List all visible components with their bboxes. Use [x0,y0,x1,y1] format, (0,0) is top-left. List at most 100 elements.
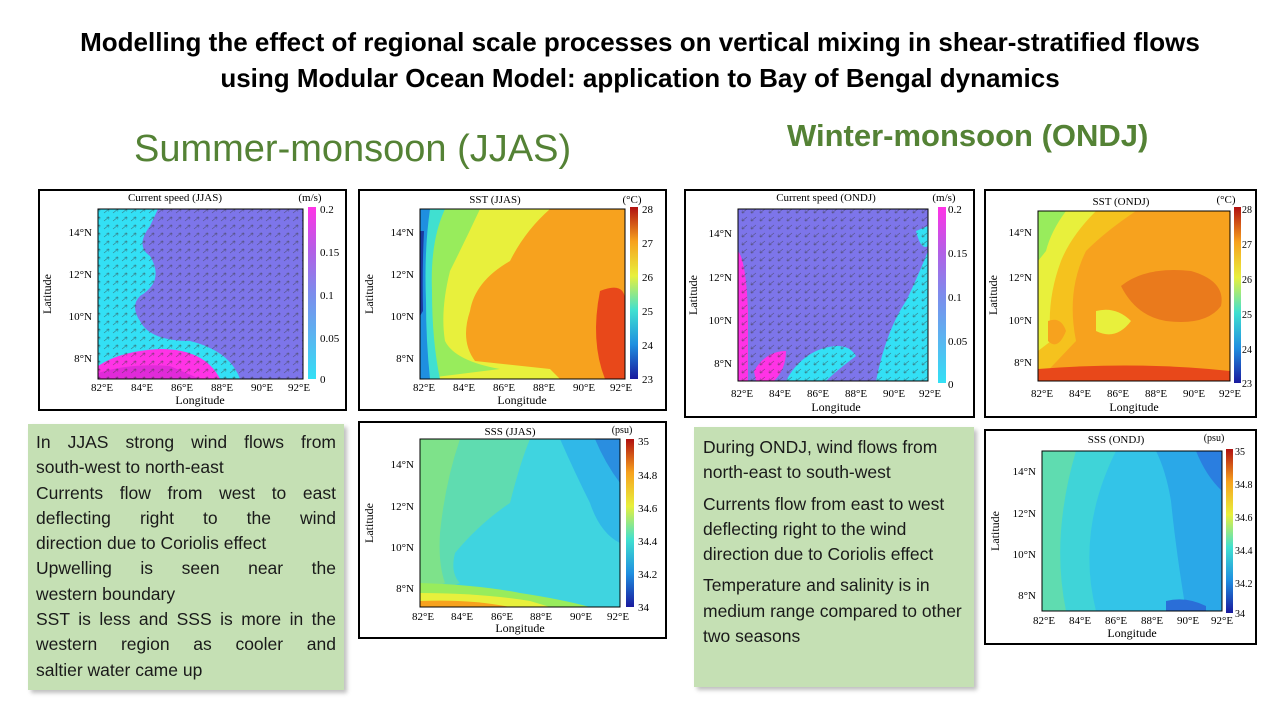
svg-text:0.05: 0.05 [320,333,340,345]
svg-text:34: 34 [1235,609,1245,620]
svg-text:88°E: 88°E [530,611,552,623]
svg-text:34.6: 34.6 [1235,513,1253,524]
winter-heading: Winter-monsoon (ONDJ) [787,118,1149,153]
sst-jjas-xlabel: Longitude [497,393,546,407]
svg-text:35: 35 [1235,447,1245,458]
current-jjas-ylabel: Latitude [40,274,54,314]
svg-text:84°E: 84°E [769,388,791,400]
svg-text:90°E: 90°E [573,382,595,394]
svg-text:34.4: 34.4 [638,536,658,548]
svg-text:24: 24 [1242,345,1252,356]
svg-text:25: 25 [642,306,654,318]
sss-ondj-cbar-ticks: 35 34.8 34.6 34.4 34.2 34 [1235,447,1253,620]
sst-ondj-unit: (°C) [1216,194,1235,206]
svg-text:88°E: 88°E [533,382,555,394]
svg-text:14°N: 14°N [1013,466,1036,478]
summer-note-line: direction due to Coriolis effect [36,533,267,554]
svg-text:92°E: 92°E [1219,388,1241,400]
sss-jjas-cbar-ticks: 35 34.8 34.6 34.4 34.2 34 [638,436,658,614]
sss-ondj-ylabel: Latitude [988,511,1002,551]
svg-text:0.1: 0.1 [320,290,334,302]
current-ondj-colorbar [938,207,946,383]
svg-text:84°E: 84°E [131,382,153,394]
summer-note-line: SST is less and SSS is more in the [36,609,336,630]
svg-text:0: 0 [320,374,326,386]
svg-text:0.2: 0.2 [948,204,962,216]
svg-text:82°E: 82°E [412,611,434,623]
svg-text:86°E: 86°E [807,388,829,400]
sss-jjas-unit: (psu) [612,425,633,436]
svg-text:8°N: 8°N [396,353,414,365]
svg-text:92°E: 92°E [610,382,632,394]
svg-text:12°N: 12°N [391,501,414,513]
svg-text:28: 28 [1242,205,1252,216]
sss-jjas-field [419,438,621,608]
summer-note-line: south-west to north-east [36,457,224,478]
sst-ondj-xlabel: Longitude [1109,400,1158,414]
svg-text:34.4: 34.4 [1235,546,1253,557]
svg-text:10°N: 10°N [709,315,732,327]
svg-text:10°N: 10°N [69,311,92,323]
svg-text:86°E: 86°E [493,382,515,394]
svg-text:14°N: 14°N [1009,227,1032,239]
sst-jjas-title: SST (JJAS) [469,194,521,206]
svg-text:84°E: 84°E [453,382,475,394]
sst-ondj-yticks: 8°N 10°N 12°N 14°N [1009,227,1032,369]
svg-text:24: 24 [642,340,654,352]
svg-text:0: 0 [948,379,954,391]
current-ondj-yticks: 8°N 10°N 12°N 14°N [709,228,732,370]
svg-text:0.2: 0.2 [320,204,334,216]
sst-ondj-colorbar [1234,207,1241,383]
current-ondj-unit: (m/s) [932,192,956,204]
svg-text:12°N: 12°N [1009,272,1032,284]
svg-text:8°N: 8°N [1018,590,1036,602]
sst-jjas-field [419,208,626,380]
summer-note-line: Currents flow from west to east [36,482,336,503]
current-ondj-field [737,208,929,382]
svg-text:92°E: 92°E [1211,615,1233,627]
svg-text:86°E: 86°E [491,611,513,623]
winter-note-paragraph: During ONDJ, wind flows from north-east … [703,437,938,483]
svg-text:90°E: 90°E [570,611,592,623]
panel-sst-ondj: SST (ONDJ) (°C) 8°N 10°N 12°N 14°N 82°E … [984,189,1257,418]
svg-text:10°N: 10°N [1009,315,1032,327]
current-jjas-yticks: 8°N 10°N 12°N 14°N [69,227,92,365]
title-line-1: Modelling the effect of regional scale p… [80,27,1200,57]
svg-text:90°E: 90°E [1177,615,1199,627]
sst-ondj-field [1037,210,1231,382]
svg-text:26: 26 [1242,275,1252,286]
sst-jjas-xticks: 82°E 84°E 86°E 88°E 90°E 92°E [413,382,632,394]
svg-text:34.8: 34.8 [638,470,658,482]
current-jjas-xlabel: Longitude [175,393,224,407]
winter-note-paragraph: Currents flow from east to west deflecti… [703,493,945,565]
svg-text:27: 27 [642,238,654,250]
svg-text:28: 28 [642,204,654,216]
svg-text:82°E: 82°E [1033,615,1055,627]
svg-text:82°E: 82°E [91,382,113,394]
sss-jjas-title: SSS (JJAS) [484,426,535,438]
svg-text:10°N: 10°N [1013,549,1036,561]
svg-text:34.6: 34.6 [638,503,658,515]
svg-text:8°N: 8°N [396,583,414,595]
svg-text:90°E: 90°E [883,388,905,400]
sss-jjas-ylabel: Latitude [362,503,376,543]
svg-text:82°E: 82°E [1031,388,1053,400]
sst-ondj-cbar-ticks: 28 27 26 25 24 23 [1242,205,1252,390]
current-ondj-plot: Current speed (ONDJ) (m/s) 8°N 10°N 12°N… [686,192,968,414]
sst-ondj-title: SST (ONDJ) [1093,196,1150,208]
svg-text:90°E: 90°E [251,382,273,394]
sss-jjas-plot: SSS (JJAS) (psu) 8°N 10°N 12°N 14°N 82°E… [362,425,658,635]
current-ondj-title: Current speed (ONDJ) [776,192,876,204]
svg-text:86°E: 86°E [171,382,193,394]
svg-text:34.8: 34.8 [1235,480,1253,491]
svg-text:12°N: 12°N [1013,508,1036,520]
sst-jjas-cbar-ticks: 28 27 26 25 24 23 [642,204,654,386]
svg-text:23: 23 [1242,379,1252,390]
panel-current-jjas: Current speed (JJAS) (m/s) 8°N 10°N 12°N… [38,189,347,411]
winter-notes: During ONDJ, wind flows from north-east … [694,427,974,687]
svg-text:35: 35 [638,436,650,448]
sss-ondj-colorbar [1226,449,1233,613]
sss-ondj-unit: (psu) [1204,433,1225,444]
sss-jjas-xlabel: Longitude [495,621,544,635]
sst-ondj-plot: SST (ONDJ) (°C) 8°N 10°N 12°N 14°N 82°E … [986,194,1252,414]
